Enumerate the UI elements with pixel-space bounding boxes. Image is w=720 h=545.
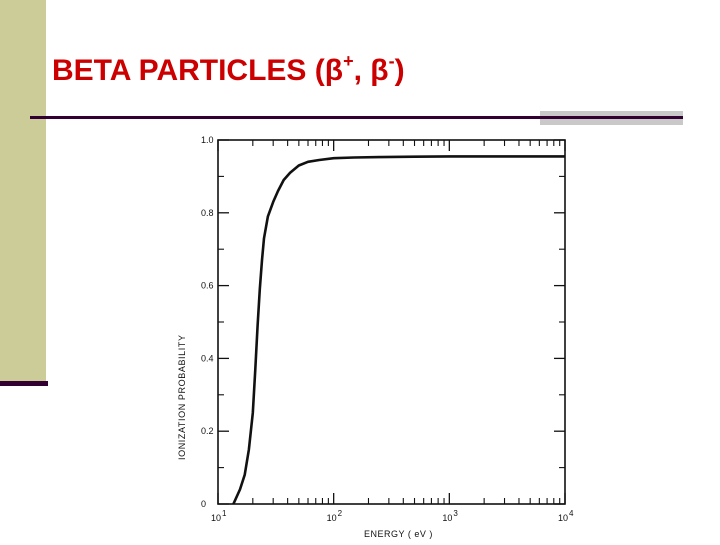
rule-accent-line xyxy=(540,117,683,119)
ticks-group: 0 0.2 0.4 0.6 0.8 1.0 101 102 103 104 xyxy=(201,135,574,523)
chart-figure: 0 0.2 0.4 0.6 0.8 1.0 101 102 103 104 IONIZATION … xyxy=(168,132,588,540)
title-superscript-minus: - xyxy=(388,51,395,71)
left-decorative-band xyxy=(0,0,46,383)
plot-frame xyxy=(217,139,566,505)
series-group xyxy=(232,155,565,505)
y-tick-label: 0.6 xyxy=(201,281,214,291)
title-separator: , β xyxy=(353,54,389,87)
x-tick-label: 101 xyxy=(211,509,227,523)
title-superscript-plus: + xyxy=(343,51,354,71)
title-end: ) xyxy=(394,54,405,87)
x-tick-label: 104 xyxy=(558,509,574,523)
y-tick-label: 0.2 xyxy=(201,426,214,436)
y-tick-label: 1.0 xyxy=(201,135,214,145)
x-axis-label: ENERGY ( eV ) xyxy=(364,529,433,539)
x-tick-label: 102 xyxy=(327,509,343,523)
ionization-probability-curve xyxy=(232,155,565,505)
y-tick-label: 0.8 xyxy=(201,208,214,218)
y-tick-label: 0.4 xyxy=(201,353,214,363)
ionization-probability-chart: 0 0.2 0.4 0.6 0.8 1.0 101 102 103 104 IONIZATION … xyxy=(177,135,574,539)
axes-group xyxy=(217,139,566,505)
title-rule xyxy=(30,116,683,119)
slide-title: BETA PARTICLES (β+, β-) xyxy=(52,51,405,88)
left-band-underline xyxy=(0,381,48,386)
y-axis-label: IONIZATION PROBABILITY xyxy=(177,334,187,460)
x-tick-label: 103 xyxy=(442,509,458,523)
y-tick-label: 0 xyxy=(201,499,206,509)
title-main-text: BETA PARTICLES (β xyxy=(52,54,344,87)
